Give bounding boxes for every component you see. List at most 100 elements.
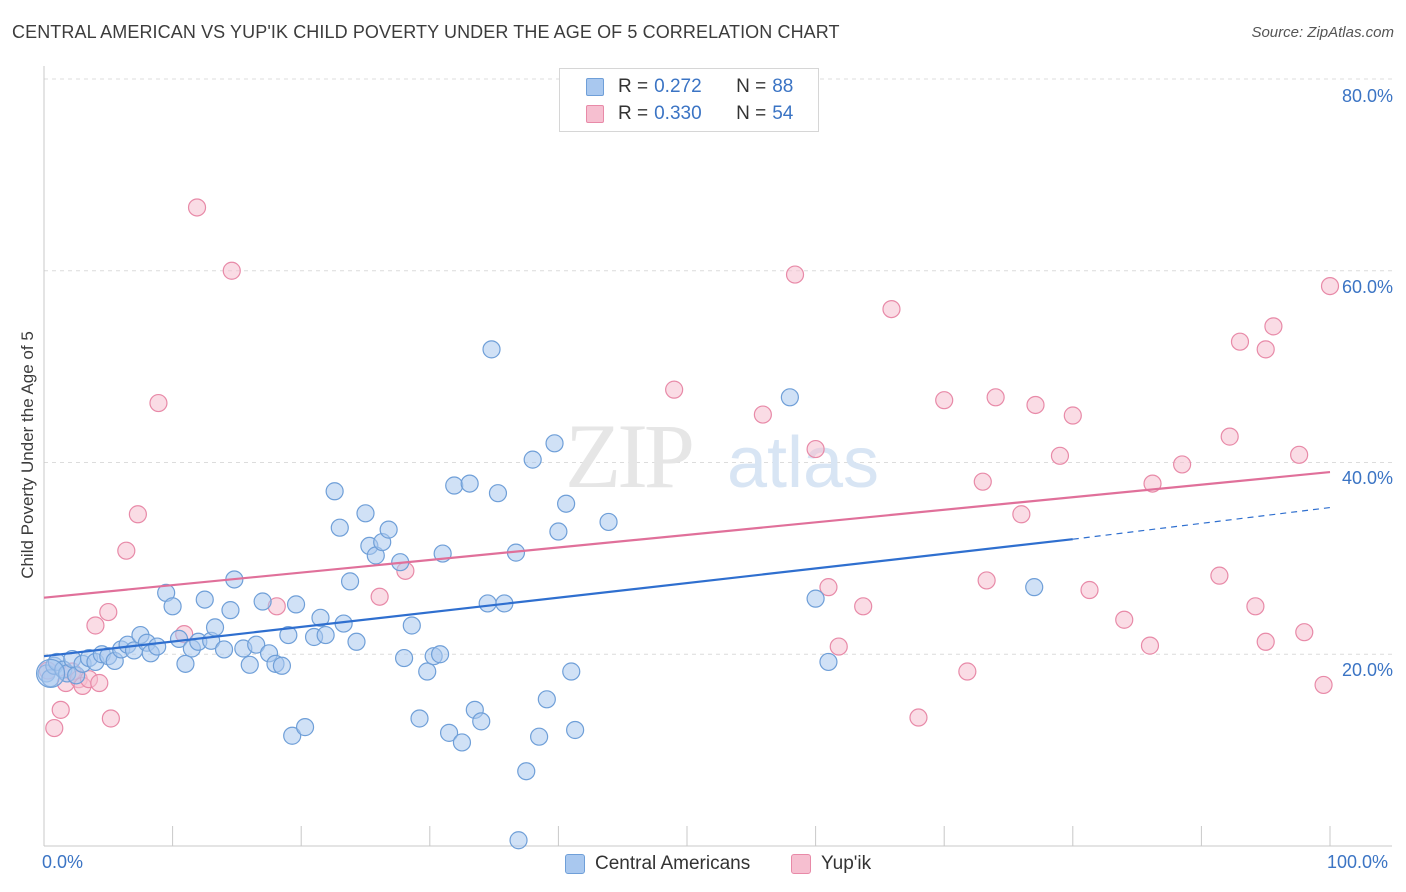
n-label: N = [736,76,767,97]
yupik-point [829,637,848,656]
central-american-point [340,572,360,591]
legend-label: Central Americans [595,853,751,874]
yupik-point [882,300,901,319]
chart-title: CENTRAL AMERICAN VS YUP'IK CHILD POVERTY… [12,22,840,42]
yupik-point [1173,455,1192,474]
central-american-point [286,595,306,614]
y-tick-label-80: 80.0% [1341,86,1393,106]
central-american-point [240,655,259,674]
grid-lines [44,78,1392,655]
central-american-point [163,597,182,616]
central-american-point [330,518,349,537]
y-tick-label-60: 60.0% [1341,277,1393,297]
legend-item-yupik[interactable]: Yup'ik [791,852,871,876]
yupik-point [1026,395,1045,415]
central-american-point [806,589,825,608]
central-american-point [549,522,568,541]
yupik-point [665,380,684,399]
central-american-point [819,652,838,672]
central-american-point [478,594,497,613]
yupik-trend-line [43,470,1331,599]
yupik-point [819,578,838,597]
central-american-point [148,637,167,656]
central-american-point [482,340,501,359]
yupik-point [1063,406,1082,425]
central-american-point [247,635,266,654]
yupik-point [1314,675,1333,695]
central-american-point [402,616,421,635]
yupik-point [1210,566,1229,585]
yupik-point [86,616,105,635]
yupik-point [1115,610,1134,629]
source-label: Source: ZipAtlas.com [1251,24,1394,41]
central-american-point [295,718,315,737]
x-tick-label-right: 100.0% [1327,852,1389,872]
central-american-point [272,656,292,675]
central-american-point [780,388,799,407]
stats-row-central-americans: R = 0.272 N = 88 [586,75,793,99]
pink-swatch [791,854,811,874]
yupik-point [51,700,70,719]
central-american-point [279,625,298,645]
watermark-zip: ZIP [565,405,692,507]
central-american-point [557,494,576,513]
yupik-point [1050,446,1070,465]
stats-row-yupik: R = 0.330 N = 54 [586,102,793,126]
central-american-point [205,618,225,637]
yupik-point [909,708,928,727]
central-american-point [445,476,464,495]
r-label: R = [618,103,649,124]
y-tick-label-20: 20.0% [1341,660,1393,680]
central-american-point [599,512,618,532]
yupik-point [806,439,825,459]
yupik-point [1143,474,1162,493]
r-label: R = [618,76,649,97]
blue-swatch [586,78,604,96]
central-american-point [509,831,528,850]
pink-swatch [586,105,604,123]
yupik-point [986,388,1005,407]
central-american-point [523,450,542,469]
yupik-point [45,718,64,738]
central-american-point [439,723,459,742]
central-american-point [35,658,66,689]
yupik-point [90,673,109,693]
yupik-point [187,198,207,217]
yupik-point [1246,597,1265,616]
central-american-point [562,662,581,681]
central-american-point [452,733,472,752]
yupik-point [1295,623,1314,642]
central-american-point [472,712,491,731]
central-american-point [394,648,414,668]
blue-swatch [565,854,585,874]
yupik-point [973,472,992,491]
yupik-point [101,709,120,728]
central-american-point [488,484,508,503]
yupik-point [370,587,389,606]
yupik-point [958,662,977,681]
central-american-point [418,662,437,681]
watermark: ZIP atlas [565,405,879,507]
n-label: N = [736,103,767,124]
yupik-point [753,405,772,424]
central-american-point [214,640,234,659]
central-american-point [325,482,344,501]
series-central-americans-points [35,340,1044,850]
central-americans-trend-line [43,538,1073,658]
legend-label: Yup'ik [821,853,872,874]
central-american-point [566,720,585,740]
yupik-point [935,391,954,410]
yupik-point [854,597,873,616]
stats-legend: R = 0.272 N = 88 R = 0.330 N = 54 [559,68,819,132]
yupik-point [1140,636,1160,655]
axes [43,66,1392,847]
central-american-point [176,654,195,673]
yupik-point [1264,317,1283,336]
legend-item-central-americans[interactable]: Central Americans [565,852,750,876]
yupik-point [1230,332,1250,351]
yupik-point [117,541,136,560]
central-american-point [221,601,240,620]
central-american-point [316,625,335,645]
central-american-point [195,590,214,609]
central-americans-trend-extension [1072,506,1331,540]
